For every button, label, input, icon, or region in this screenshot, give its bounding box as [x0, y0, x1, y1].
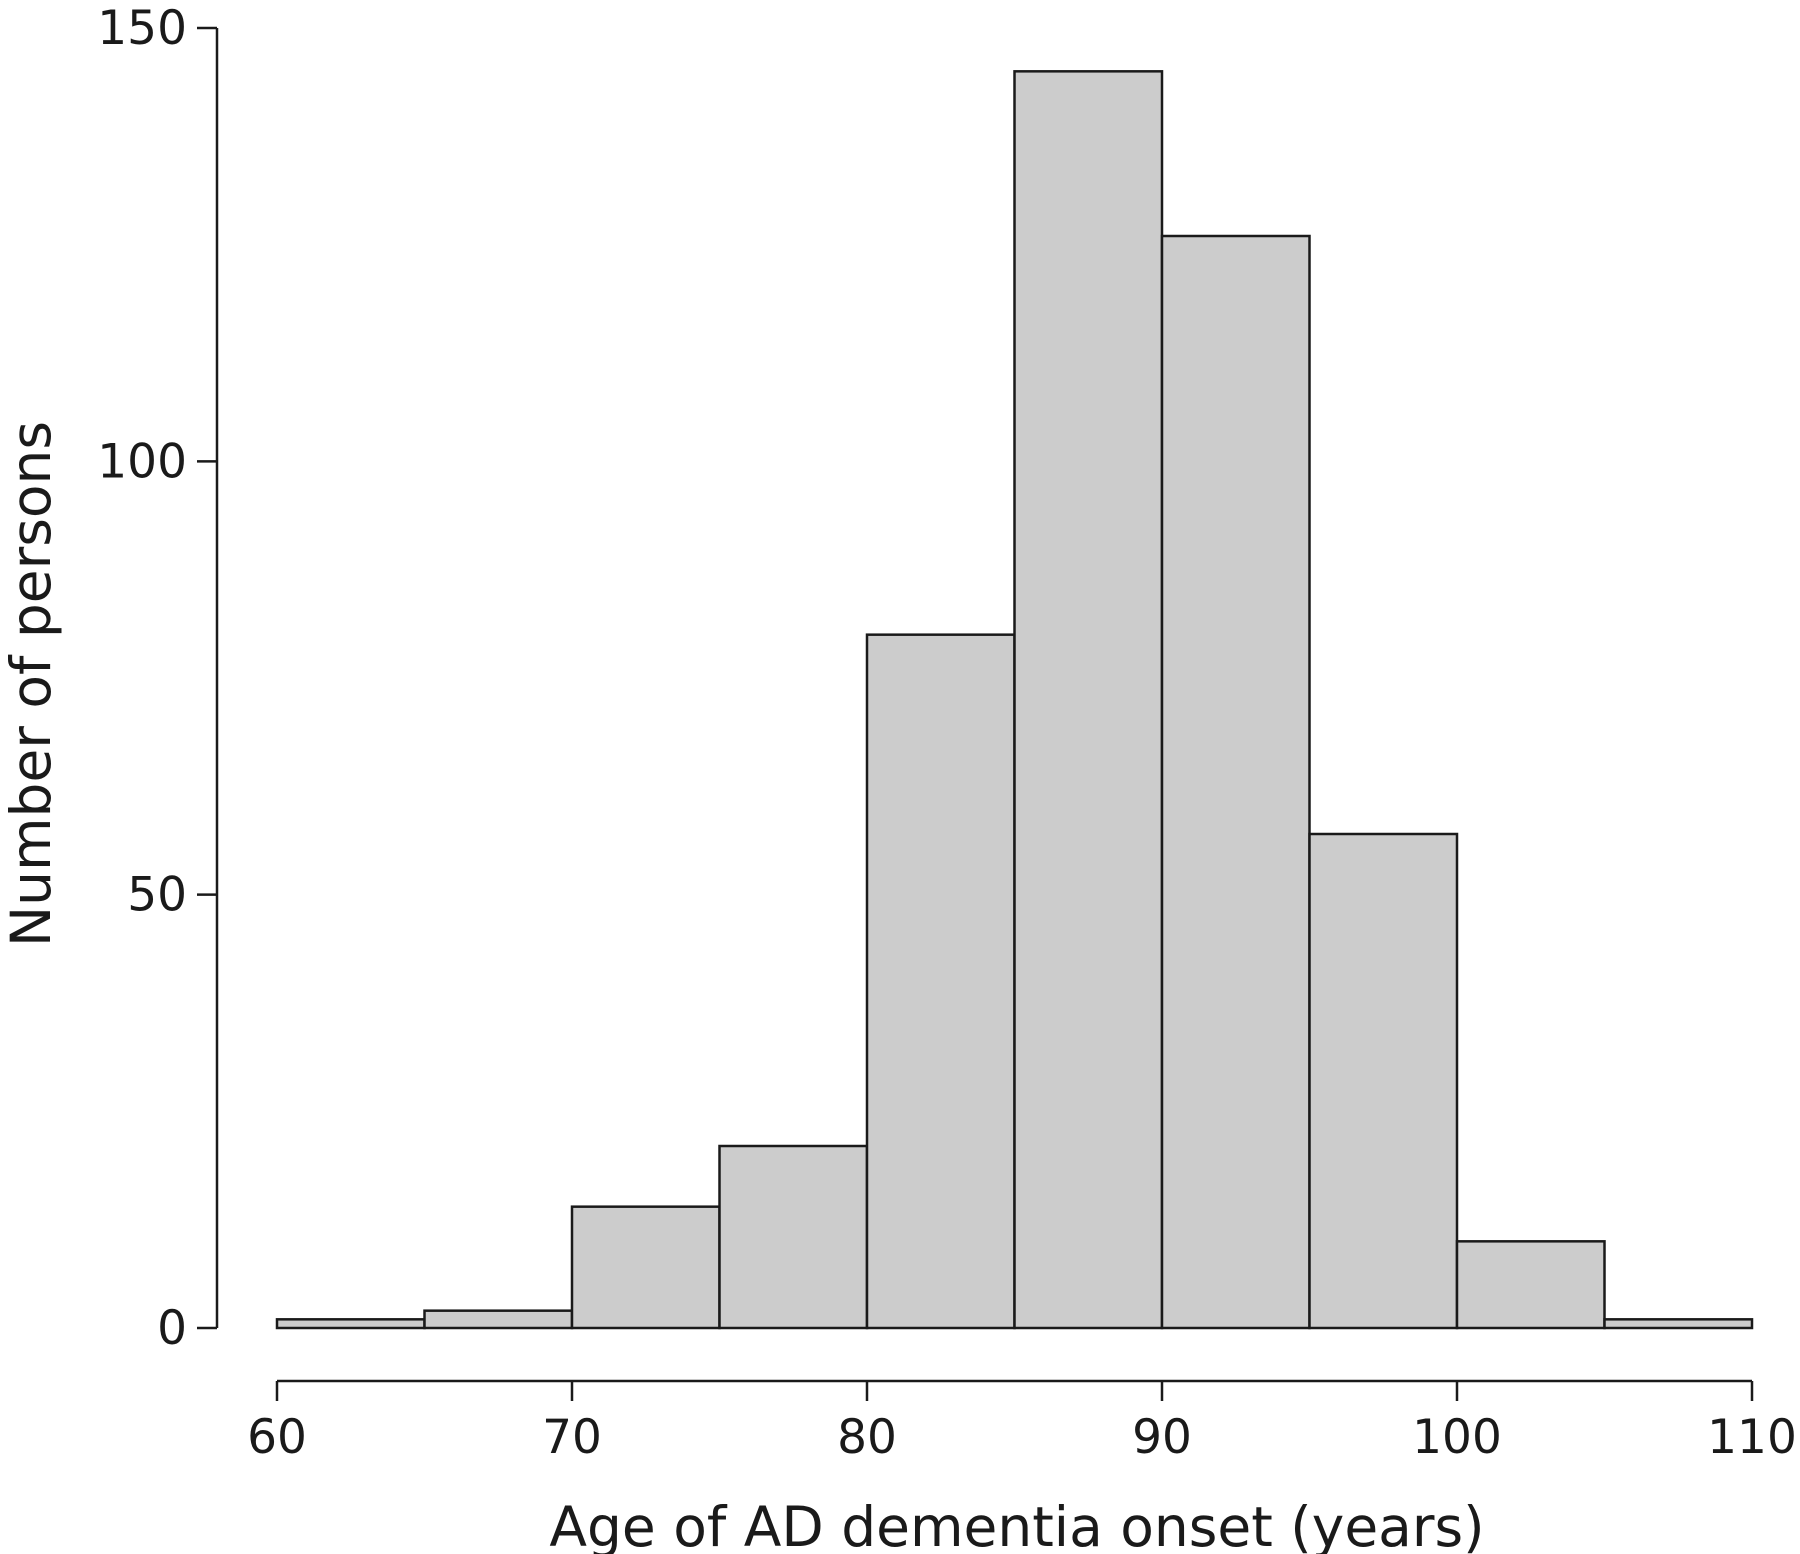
histogram-bar [570, 1205, 721, 1330]
histogram-bar [1160, 234, 1311, 1330]
x-tick-label: 100 [1412, 1410, 1502, 1465]
histogram-bar [423, 1309, 574, 1330]
histogram-bar [275, 1318, 426, 1330]
histogram-bar [718, 1144, 869, 1330]
y-axis-title: Number of persons [0, 421, 63, 947]
histogram-bar [865, 633, 1016, 1330]
y-tick-label: 0 [157, 1301, 187, 1356]
y-axis: 0 50 100 150 [97, 1, 219, 1356]
x-tick-label: 70 [542, 1410, 602, 1465]
y-tick-label: 150 [97, 1, 187, 56]
x-tick-label: 80 [837, 1410, 897, 1465]
x-tick-label: 110 [1707, 1410, 1797, 1465]
x-tick-label: 60 [247, 1410, 307, 1465]
x-tick-label: 90 [1132, 1410, 1192, 1465]
x-axis: 60 70 80 90 100 110 [247, 1379, 1797, 1465]
y-tick-label: 100 [97, 434, 187, 489]
histogram-bar [1308, 832, 1459, 1330]
bars [275, 70, 1754, 1330]
y-tick-label: 50 [127, 868, 187, 923]
histogram-bar [1013, 70, 1164, 1330]
histogram-bar [1603, 1318, 1754, 1330]
histogram-bar [1455, 1240, 1606, 1330]
x-axis-title: Age of AD dementia onset (years) [549, 1495, 1484, 1554]
